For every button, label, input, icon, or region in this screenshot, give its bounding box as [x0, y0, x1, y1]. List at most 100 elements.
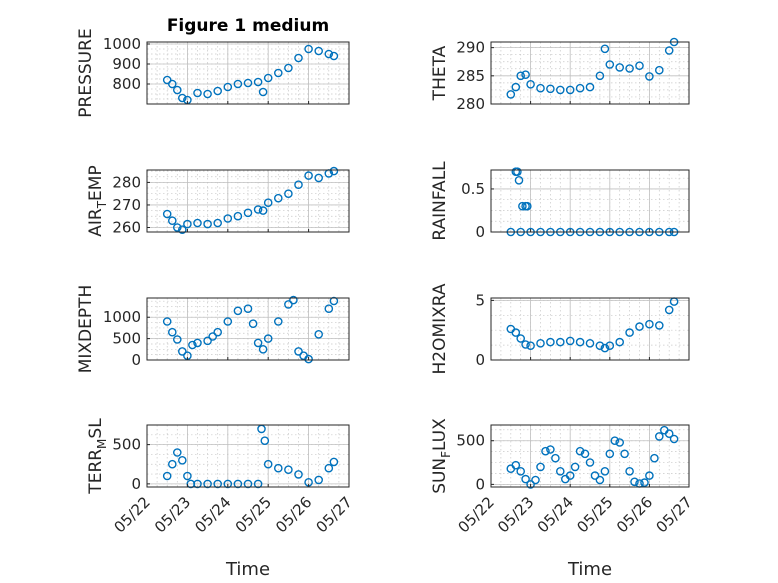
axes-frame — [490, 297, 690, 361]
data-point — [263, 459, 273, 469]
data-point — [575, 446, 585, 456]
y-tick-label: 1000 — [103, 308, 141, 326]
data-point — [575, 83, 585, 93]
chart-title: Figure 1 medium — [167, 16, 329, 36]
data-point — [565, 85, 575, 95]
data-point — [645, 72, 654, 81]
data-point — [565, 471, 575, 480]
y-axis-label: H2OMIXRA — [430, 283, 450, 374]
subplot-1: 800 900 1000 PRESSURE Figure 1 medium — [76, 16, 350, 118]
data-point — [304, 171, 313, 180]
data-point — [213, 327, 222, 337]
data-point — [233, 211, 243, 221]
data-point — [580, 449, 590, 459]
data-point — [600, 466, 610, 476]
data-point — [329, 166, 339, 176]
y-tick-label: 270 — [112, 196, 141, 214]
data-point — [223, 317, 233, 326]
data-point — [645, 319, 654, 329]
data-point — [546, 84, 555, 94]
data-point — [329, 296, 339, 306]
data-point — [669, 434, 679, 444]
x-tick-label: 05/24 — [534, 493, 577, 536]
data-point — [284, 465, 293, 475]
data-point — [570, 462, 580, 472]
x-tick-label: 05/22 — [111, 493, 154, 536]
data-point — [177, 93, 187, 103]
data-point — [655, 321, 664, 330]
y-axis-label: SUNFLUX — [430, 418, 453, 494]
data-point — [294, 180, 303, 189]
data-point — [526, 80, 535, 89]
data-point — [324, 49, 334, 59]
data-point — [511, 328, 521, 337]
data-point — [595, 475, 605, 485]
data-point — [565, 336, 575, 346]
data-point — [640, 478, 649, 487]
data-point — [521, 340, 530, 349]
data-point — [600, 343, 610, 353]
data-point — [304, 354, 313, 364]
data-point — [273, 193, 283, 203]
data-point — [193, 88, 202, 98]
data-point — [258, 87, 268, 97]
x-tick-label: 05/25 — [573, 493, 616, 536]
data-point — [177, 225, 187, 234]
data-point — [203, 89, 212, 99]
data-point — [625, 328, 634, 337]
data-point — [664, 305, 674, 315]
data-point — [556, 466, 565, 476]
data-point — [513, 167, 522, 176]
data-point — [514, 175, 524, 185]
data-point — [516, 466, 526, 476]
y-tick-label: 285 — [456, 67, 485, 85]
axes-frame — [490, 41, 690, 105]
data-point — [203, 219, 212, 229]
y-tick-label: 500 — [112, 330, 141, 348]
data-point — [304, 44, 313, 54]
data-point — [669, 297, 679, 306]
data-point — [208, 332, 217, 341]
data-point — [172, 223, 182, 232]
axes-frame — [490, 424, 690, 488]
data-point — [203, 336, 212, 346]
y-tick-label: 0 — [475, 475, 485, 493]
data-point — [172, 85, 182, 95]
y-tick-label: 500 — [456, 432, 485, 450]
subplot-4: 0 0.5 RAINFALL — [430, 161, 690, 241]
data-point — [516, 71, 526, 81]
data-point — [223, 214, 233, 223]
data-point — [263, 334, 273, 343]
x-tick-label: 05/25 — [232, 493, 275, 536]
data-point — [243, 208, 253, 218]
data-point — [253, 338, 263, 348]
data-point — [329, 457, 339, 467]
data-point — [258, 206, 268, 215]
data-point — [177, 347, 187, 356]
data-point — [324, 304, 334, 314]
data-point — [635, 322, 644, 331]
data-point — [172, 448, 182, 457]
data-point — [551, 453, 560, 463]
data-point — [664, 46, 674, 55]
x-tick-label: 05/26 — [613, 493, 656, 536]
x-tick-label: 05/27 — [313, 493, 356, 536]
data-point — [162, 317, 172, 326]
x-tick-label: 05/24 — [191, 493, 234, 536]
data-point — [645, 471, 654, 480]
data-point — [273, 68, 283, 78]
data-point — [260, 436, 270, 446]
data-point — [600, 44, 610, 54]
data-point — [630, 477, 639, 487]
data-point — [177, 455, 187, 465]
data-point — [284, 300, 293, 309]
data-point — [575, 337, 585, 347]
x-tick-label: 05/26 — [272, 493, 315, 536]
data-point — [595, 341, 605, 351]
data-point — [523, 201, 532, 211]
data-point — [546, 445, 555, 454]
subplot-2: 280 285 290 THETA — [430, 37, 690, 113]
data-point — [605, 341, 615, 351]
x-tick-label: 05/27 — [653, 493, 696, 536]
data-point — [213, 218, 222, 228]
